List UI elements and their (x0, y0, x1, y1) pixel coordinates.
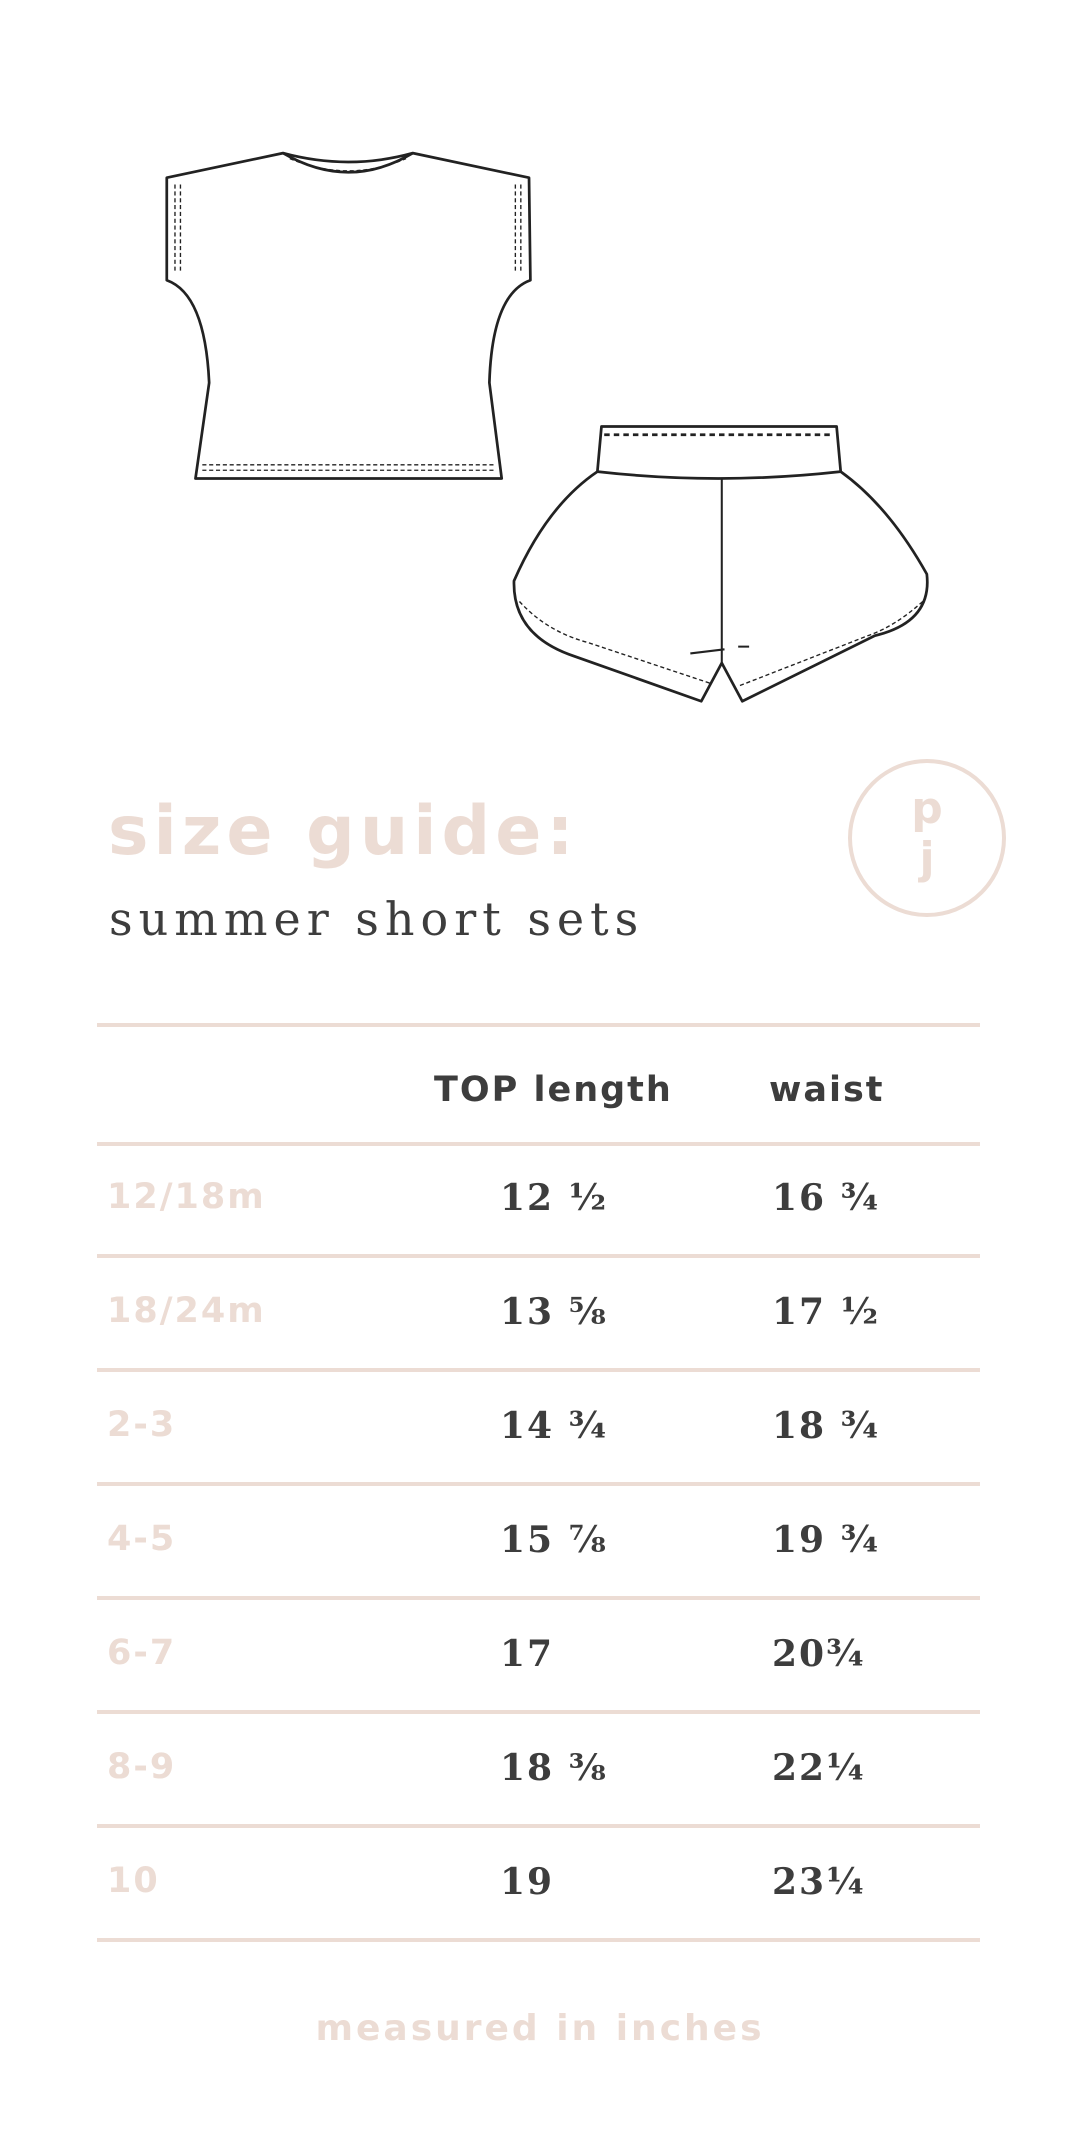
brand-logo: p j (848, 759, 1006, 917)
size-label: 2-3 (107, 1405, 177, 1445)
page-subtitle: summer short sets (109, 892, 645, 946)
tshirt-illustration (165, 151, 532, 480)
top-length-value: 19 (500, 1861, 555, 1903)
divider (97, 1254, 980, 1258)
size-label: 18/24m (107, 1291, 266, 1331)
size-label: 6-7 (107, 1633, 177, 1673)
divider (97, 1368, 980, 1372)
column-header-top-length: TOP length (434, 1070, 673, 1110)
top-length-value: 15 ⅞ (500, 1519, 608, 1561)
column-header-waist: waist (769, 1070, 885, 1110)
waist-value: 19 ¾ (772, 1519, 881, 1561)
size-label: 4-5 (107, 1519, 177, 1559)
page-title: size guide: (108, 792, 579, 871)
divider (97, 1482, 980, 1486)
divider (97, 1142, 980, 1146)
waist-value: 22¼ (772, 1747, 866, 1789)
top-length-value: 13 ⅝ (500, 1291, 608, 1333)
size-label: 8-9 (107, 1747, 177, 1787)
waist-value: 17 ½ (772, 1291, 881, 1333)
logo-letter: j (919, 833, 935, 884)
divider (97, 1596, 980, 1600)
waist-value: 23¼ (772, 1861, 866, 1903)
shorts-illustration (512, 425, 929, 703)
units-note: measured in inches (315, 2008, 765, 2049)
top-length-value: 17 (500, 1633, 555, 1675)
divider (97, 1938, 980, 1942)
logo-letter: p (911, 783, 943, 834)
top-length-value: 18 ⅜ (500, 1747, 608, 1789)
top-length-value: 14 ¾ (500, 1405, 609, 1447)
waist-value: 18 ¾ (772, 1405, 881, 1447)
garment-illustrations (165, 151, 929, 703)
size-label: 12/18m (107, 1177, 266, 1217)
divider (97, 1023, 980, 1027)
waist-value: 20¾ (772, 1633, 866, 1675)
size-label: 10 (107, 1861, 160, 1901)
divider (97, 1824, 980, 1828)
waist-value: 16 ¾ (772, 1177, 881, 1219)
top-length-value: 12 ½ (500, 1177, 609, 1219)
divider (97, 1710, 980, 1714)
